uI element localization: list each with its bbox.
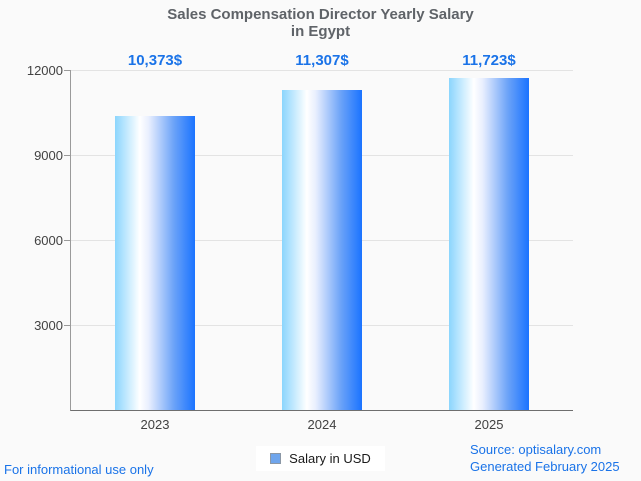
legend-label: Salary in USD bbox=[289, 451, 371, 466]
bar-2024[interactable] bbox=[282, 90, 362, 410]
ytick-label-12000: 12000 bbox=[26, 63, 63, 78]
ytick-mark-6000 bbox=[64, 240, 70, 241]
ytick-label-3000: 3000 bbox=[34, 318, 63, 333]
ytick-mark-12000 bbox=[64, 70, 70, 71]
bar-2023[interactable] bbox=[115, 116, 195, 410]
source-block: Source: optisalary.com Generated Februar… bbox=[470, 441, 620, 475]
ytick-label-9000: 9000 bbox=[34, 148, 63, 163]
disclaimer-text: For informational use only bbox=[4, 462, 154, 477]
generated-date: Generated February 2025 bbox=[470, 459, 620, 474]
ytick-label-6000: 6000 bbox=[34, 233, 63, 248]
plot-area: 3000 6000 9000 12000 10,373$ 2023 11,307$ 2024 1… bbox=[27, 52, 573, 432]
legend: Salary in USD bbox=[0, 446, 641, 471]
xtick-label-2023: 2023 bbox=[140, 417, 170, 432]
chart-title-line2: in Egypt bbox=[290, 23, 351, 40]
legend-entry: Salary in USD bbox=[256, 446, 385, 471]
xtick-label-2025: 2025 bbox=[474, 417, 504, 432]
ytick-mark-3000 bbox=[64, 325, 70, 326]
source-link[interactable]: Source: optisalary.com bbox=[470, 442, 602, 457]
chart-title-line1: Sales Compensation Director Yearly Salar… bbox=[167, 6, 474, 23]
bar-2025[interactable] bbox=[449, 78, 529, 410]
legend-swatch-icon bbox=[270, 453, 282, 464]
xtick-label-2024: 2024 bbox=[307, 417, 337, 432]
value-label-2025: 11,723$ bbox=[462, 52, 516, 69]
value-label-2024: 11,307$ bbox=[295, 52, 349, 69]
value-label-2023: 10,373$ bbox=[127, 52, 183, 69]
gridline-12000 bbox=[71, 70, 573, 71]
ytick-mark-9000 bbox=[64, 155, 70, 156]
chart-title: Sales Compensation Director Yearly Salar… bbox=[0, 6, 641, 40]
